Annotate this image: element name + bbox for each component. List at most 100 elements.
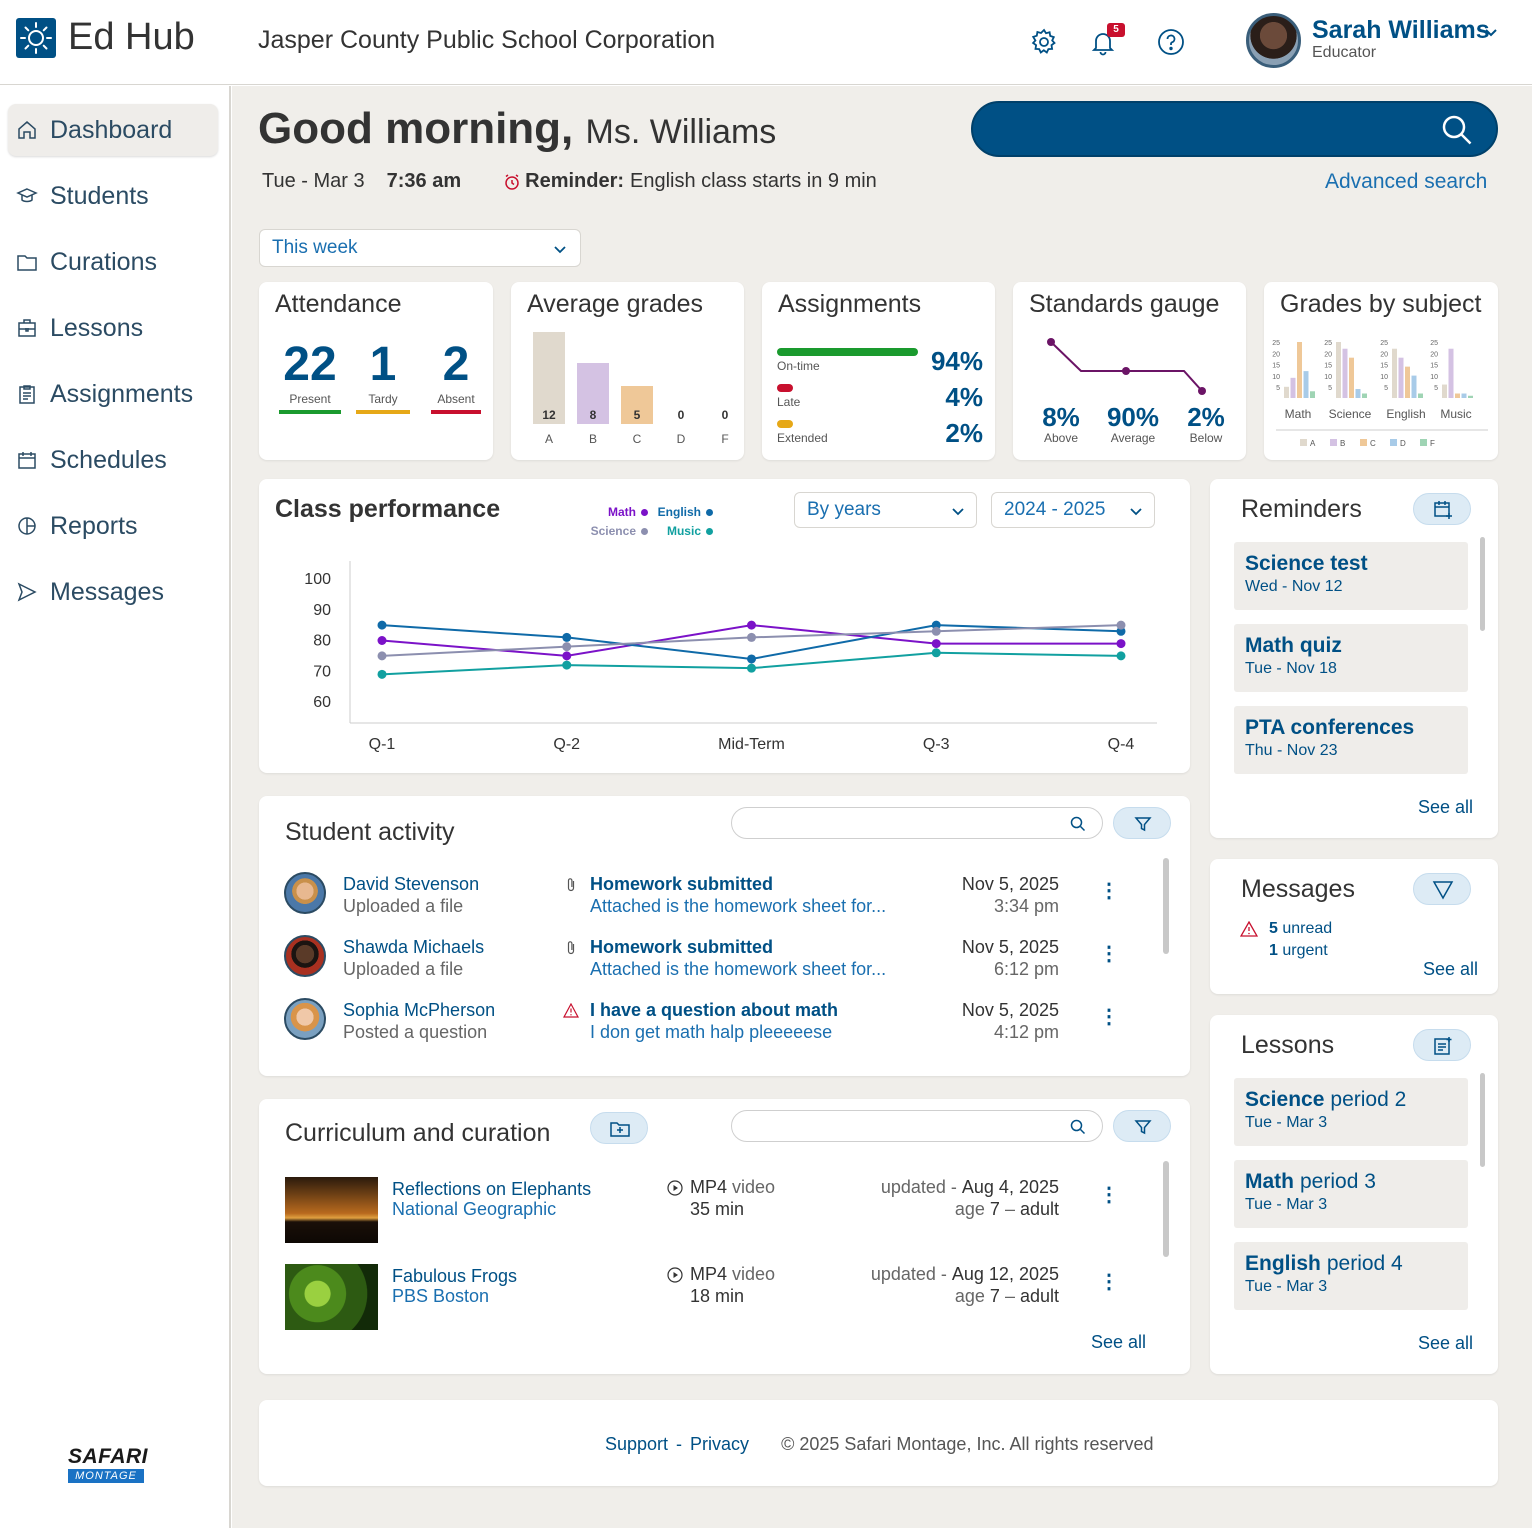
curriculum-see-all-link[interactable]: See all — [1091, 1332, 1147, 1352]
data-point-math[interactable] — [1116, 639, 1126, 649]
curriculum-source[interactable]: National Geographic — [392, 1199, 557, 1219]
curriculum-scrollbar[interactable] — [1163, 1161, 1169, 1257]
activity-scrollbar[interactable] — [1163, 858, 1169, 954]
lesson-item[interactable]: Math period 3 Tue - Mar 3 — [1234, 1160, 1468, 1228]
year-select[interactable]: 2024 - 2025 — [991, 492, 1155, 528]
legend-item[interactable]: Music — [667, 524, 713, 538]
data-point-math[interactable] — [562, 651, 572, 661]
data-point-science[interactable] — [931, 626, 941, 636]
student-avatar[interactable] — [284, 998, 326, 1040]
sidebar-item-students[interactable]: Students — [8, 170, 218, 222]
sidebar-item-assignments[interactable]: Assignments — [8, 368, 218, 420]
more-options-icon[interactable]: ⋮ — [1099, 1006, 1119, 1028]
data-point-english[interactable] — [931, 620, 941, 630]
send-message-button[interactable] — [1413, 873, 1471, 905]
filter-button[interactable] — [1113, 1110, 1171, 1142]
curriculum-source[interactable]: PBS Boston — [392, 1286, 490, 1306]
reminders-see-all-link[interactable]: See all — [1418, 797, 1474, 817]
search-icon[interactable] — [1440, 113, 1474, 152]
global-search-input[interactable] — [971, 101, 1498, 157]
legend-item[interactable]: Science — [591, 524, 648, 538]
add-reminder-button[interactable] — [1413, 493, 1471, 525]
more-options-icon[interactable]: ⋮ — [1099, 943, 1119, 965]
student-name[interactable]: Shawda Michaels — [343, 937, 485, 957]
grade-bar[interactable] — [533, 332, 565, 424]
unread-count[interactable]: 5 unread — [1269, 920, 1332, 938]
legend-item[interactable]: English — [658, 505, 713, 519]
sun-logo-icon[interactable] — [16, 18, 56, 58]
sidebar-item-lessons[interactable]: Lessons — [8, 302, 218, 354]
more-options-icon[interactable]: ⋮ — [1099, 880, 1119, 902]
activity-detail[interactable]: I don get math halp pleeeeese — [590, 1022, 833, 1042]
lessons-scrollbar[interactable] — [1480, 1073, 1485, 1167]
view-select[interactable]: By years — [794, 492, 977, 528]
user-avatar[interactable] — [1246, 13, 1301, 68]
activity-title[interactable]: I have a question about math — [590, 1000, 839, 1020]
reminder-item[interactable]: Math quiz Tue - Nov 18 — [1234, 624, 1468, 692]
reminder-item[interactable]: PTA conferences Thu - Nov 23 — [1234, 706, 1468, 774]
data-point-music[interactable] — [747, 663, 756, 673]
data-point-music[interactable] — [931, 648, 941, 658]
attendance-card[interactable]: Attendance 22 Present 1 Tardy 2 Absent — [259, 282, 493, 460]
student-avatar[interactable] — [284, 872, 326, 914]
bell-icon[interactable] — [1088, 27, 1118, 57]
data-point-english[interactable] — [562, 632, 572, 642]
lesson-item[interactable]: Science period 2 Tue - Mar 3 — [1234, 1078, 1468, 1146]
sidebar-item-schedules[interactable]: Schedules — [8, 434, 218, 486]
activity-detail[interactable]: Attached is the homework sheet for... — [590, 896, 887, 916]
student-name[interactable]: Sophia McPherson — [343, 1000, 496, 1020]
data-point-english[interactable] — [747, 654, 756, 664]
help-icon[interactable] — [1156, 27, 1186, 57]
curriculum-title-link[interactable]: Reflections on Elephants — [392, 1179, 592, 1199]
data-point-english[interactable] — [1116, 626, 1126, 636]
user-name[interactable]: Sarah Williams — [1312, 16, 1490, 44]
period-select[interactable]: This week — [259, 229, 581, 267]
sidebar-item-reports[interactable]: Reports — [8, 500, 218, 552]
curriculum-title-link[interactable]: Fabulous Frogs — [392, 1266, 518, 1286]
support-link[interactable]: Support — [605, 1434, 669, 1454]
reminder-item[interactable]: Science test Wed - Nov 12 — [1234, 542, 1468, 610]
data-point-science[interactable] — [1116, 620, 1126, 630]
grade-bar[interactable] — [577, 362, 609, 424]
activity-detail[interactable]: Attached is the homework sheet for... — [590, 959, 887, 979]
data-point-science[interactable] — [377, 651, 387, 661]
grades-by-subject-card[interactable]: Grades by subject 25 20 15 10 5 Math 25 20 15 10 5… — [1264, 282, 1498, 460]
activity-title[interactable]: Homework submitted — [590, 937, 774, 957]
activity-title[interactable]: Homework submitted — [590, 874, 774, 894]
data-point-science[interactable] — [747, 632, 756, 642]
add-folder-button[interactable] — [590, 1112, 648, 1144]
add-lesson-button[interactable] — [1413, 1029, 1471, 1061]
grade-bar[interactable] — [621, 385, 653, 424]
data-point-math[interactable] — [377, 636, 387, 645]
privacy-link[interactable]: Privacy — [690, 1434, 750, 1454]
urgent-count[interactable]: 1 urgent — [1269, 942, 1328, 960]
filter-button[interactable] — [1113, 807, 1171, 839]
sidebar-item-dashboard[interactable]: Dashboard — [8, 104, 218, 156]
more-options-icon[interactable]: ⋮ — [1099, 1271, 1119, 1293]
video-thumbnail[interactable] — [285, 1177, 378, 1243]
data-point-math[interactable] — [747, 620, 756, 630]
standards-gauge-card[interactable]: Standards gauge 8% Above 90% Average 2% Below — [1013, 282, 1246, 460]
messages-see-all-link[interactable]: See all — [1423, 959, 1479, 979]
app-title[interactable]: Ed Hub — [68, 16, 195, 58]
more-options-icon[interactable]: ⋮ — [1099, 1184, 1119, 1206]
settings-gear-icon[interactable] — [1029, 27, 1059, 57]
lesson-item[interactable]: English period 4 Tue - Mar 3 — [1234, 1242, 1468, 1310]
sidebar-item-curations[interactable]: Curations — [8, 236, 218, 288]
reminders-scrollbar[interactable] — [1480, 537, 1485, 631]
activity-search-input[interactable] — [731, 807, 1103, 839]
sidebar-item-messages[interactable]: Messages — [8, 566, 218, 618]
data-point-science[interactable] — [562, 642, 572, 652]
legend-item[interactable]: Math — [608, 505, 648, 519]
advanced-search-link[interactable]: Advanced search — [1325, 170, 1488, 193]
chevron-down-icon[interactable] — [1483, 24, 1499, 45]
student-avatar[interactable] — [284, 935, 326, 977]
data-point-math[interactable] — [931, 639, 941, 649]
data-point-music[interactable] — [1116, 651, 1126, 661]
average-grades-card[interactable]: Average grades 12 A 8 B 5 C 0 D 0 F — [511, 282, 744, 460]
data-point-music[interactable] — [562, 660, 572, 670]
data-point-english[interactable] — [377, 620, 387, 630]
data-point-music[interactable] — [377, 669, 387, 679]
assignments-card[interactable]: Assignments On-time 94% Late 4% Extended 2% — [762, 282, 995, 460]
lessons-see-all-link[interactable]: See all — [1418, 1333, 1474, 1353]
